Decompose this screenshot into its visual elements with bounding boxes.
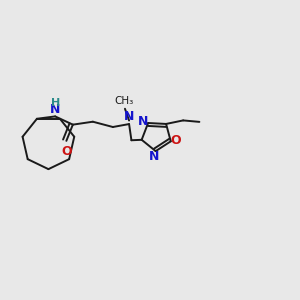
Text: N: N <box>138 115 148 128</box>
Text: CH₃: CH₃ <box>115 96 134 106</box>
Text: N: N <box>50 103 60 116</box>
Text: N: N <box>124 110 134 124</box>
Text: H: H <box>51 98 61 108</box>
Text: O: O <box>61 145 72 158</box>
Text: O: O <box>171 134 182 147</box>
Text: N: N <box>149 150 159 163</box>
